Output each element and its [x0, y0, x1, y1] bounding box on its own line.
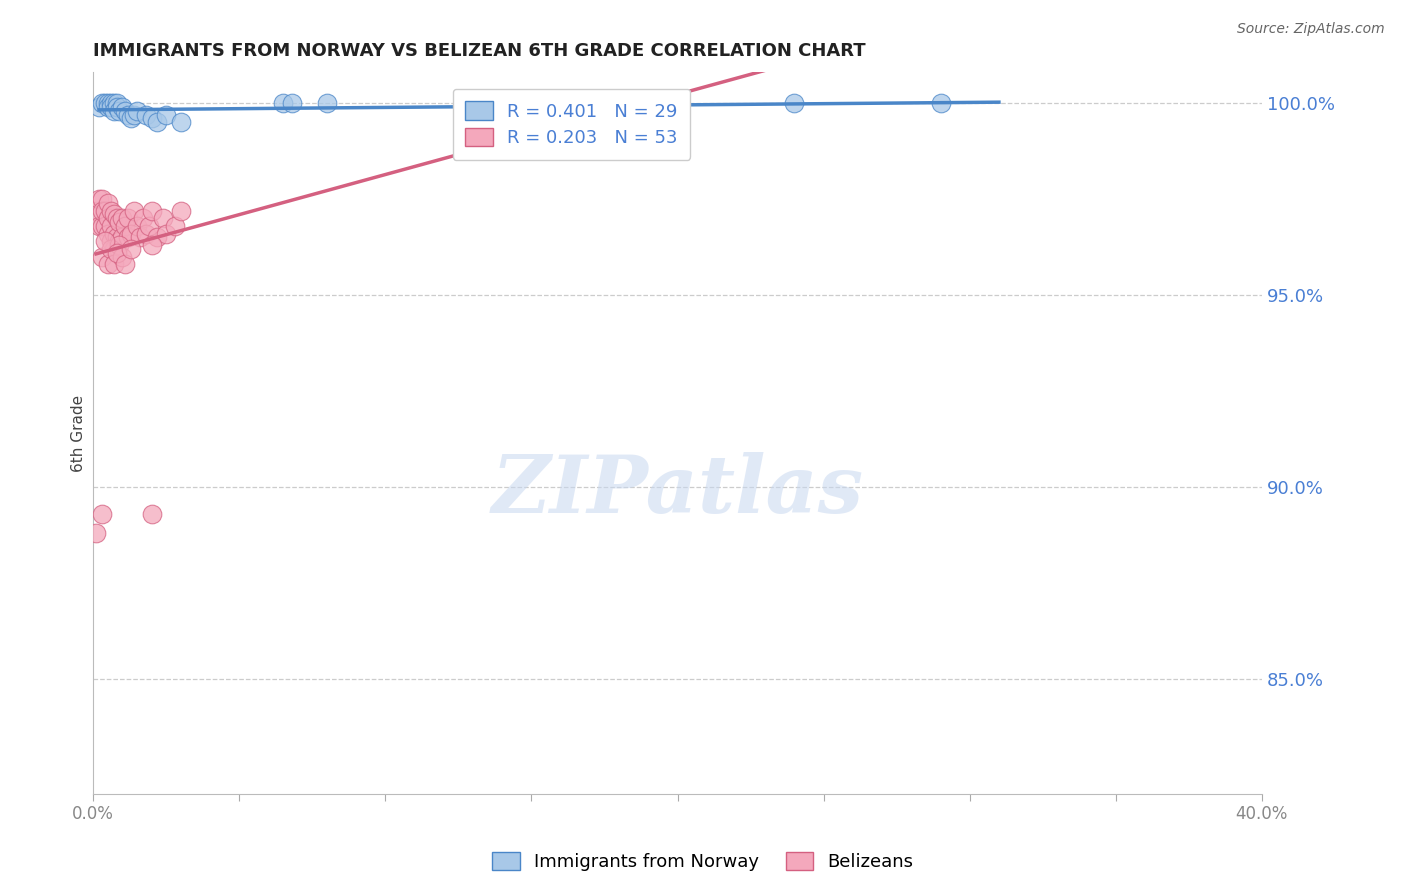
Point: [100, 219, 122, 233]
Point: [108, 103, 131, 118]
Point: [105, 96, 128, 111]
Point: [100, 242, 122, 256]
Point: [103, 103, 125, 118]
Point: [129, 230, 152, 244]
Point: [163, 219, 186, 233]
Point: [125, 219, 148, 233]
Point: [105, 245, 128, 260]
Point: [125, 103, 148, 118]
Point: [94, 219, 117, 233]
Text: ZIPatlas: ZIPatlas: [492, 452, 863, 530]
Point: [103, 207, 125, 221]
Point: [97, 257, 120, 271]
Legend: Immigrants from Norway, Belizeans: Immigrants from Norway, Belizeans: [485, 845, 921, 879]
Point: [108, 234, 131, 248]
Y-axis label: 6th Grade: 6th Grade: [72, 394, 86, 472]
Point: [103, 242, 125, 256]
Point: [103, 257, 125, 271]
Point: [105, 100, 128, 114]
Point: [84, 525, 107, 540]
Text: IMMIGRANTS FROM NORWAY VS BELIZEAN 6TH GRADE CORRELATION CHART: IMMIGRANTS FROM NORWAY VS BELIZEAN 6TH G…: [93, 42, 866, 60]
Point: [117, 230, 139, 244]
Point: [929, 96, 952, 111]
Point: [111, 230, 134, 244]
Point: [122, 108, 145, 122]
Point: [120, 227, 142, 241]
Point: [94, 203, 117, 218]
Text: Source: ZipAtlas.com: Source: ZipAtlas.com: [1237, 22, 1385, 37]
Point: [97, 96, 120, 111]
Point: [105, 211, 128, 226]
Point: [87, 100, 110, 114]
Point: [783, 96, 806, 111]
Point: [111, 100, 134, 114]
Point: [138, 219, 160, 233]
Point: [111, 211, 134, 226]
Point: [97, 227, 120, 241]
Point: [91, 192, 114, 206]
Point: [170, 203, 193, 218]
Point: [94, 234, 117, 248]
Point: [97, 100, 120, 114]
Point: [91, 507, 114, 521]
Point: [132, 211, 155, 226]
Point: [155, 227, 177, 241]
Point: [477, 100, 499, 114]
Point: [135, 108, 157, 122]
Point: [111, 250, 134, 264]
Point: [91, 203, 114, 218]
Point: [100, 234, 122, 248]
Point: [152, 211, 174, 226]
Legend: R = 0.401   N = 29, R = 0.203   N = 53: R = 0.401 N = 29, R = 0.203 N = 53: [453, 88, 690, 160]
Point: [271, 96, 294, 111]
Point: [281, 96, 304, 111]
Point: [100, 96, 122, 111]
Point: [141, 203, 163, 218]
Point: [97, 211, 120, 226]
Point: [100, 203, 122, 218]
Point: [94, 96, 117, 111]
Point: [114, 103, 136, 118]
Point: [91, 96, 114, 111]
Point: [114, 257, 136, 271]
Point: [146, 115, 169, 129]
Point: [146, 230, 169, 244]
Point: [141, 238, 163, 252]
Point: [120, 112, 142, 126]
Point: [170, 115, 193, 129]
Point: [91, 219, 114, 233]
Point: [108, 215, 131, 229]
Point: [84, 203, 107, 218]
Point: [122, 203, 145, 218]
Point: [135, 227, 157, 241]
Point: [87, 219, 110, 233]
Point: [87, 192, 110, 206]
Point: [117, 211, 139, 226]
Point: [105, 230, 128, 244]
Point: [120, 242, 142, 256]
Point: [103, 96, 125, 111]
Point: [97, 195, 120, 210]
Point: [155, 108, 177, 122]
Point: [316, 96, 339, 111]
Point: [100, 100, 122, 114]
Point: [91, 250, 114, 264]
Point: [141, 507, 163, 521]
Point: [141, 112, 163, 126]
Point: [117, 108, 139, 122]
Point: [114, 219, 136, 233]
Point: [108, 238, 131, 252]
Point: [103, 227, 125, 241]
